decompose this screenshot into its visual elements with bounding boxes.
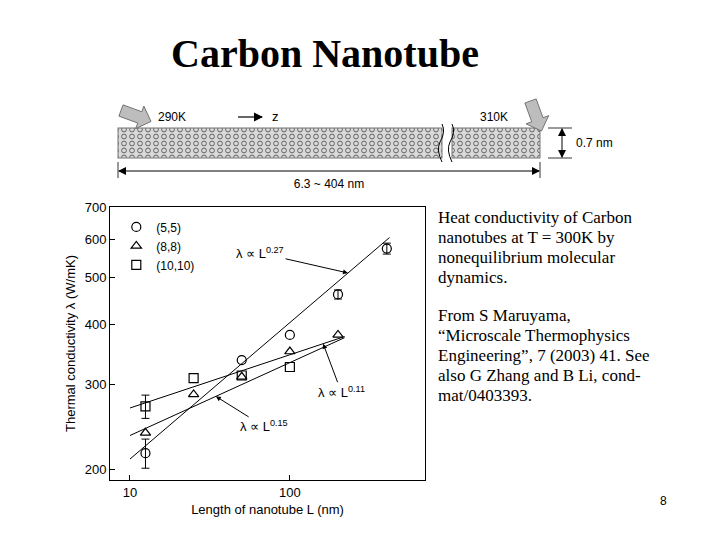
svg-text:200: 200 (85, 462, 107, 477)
html-text:From S Maruyama, “Microscale T: From S Maruyama, “Microscale Thermophysi… (438, 306, 650, 405)
svg-text:10: 10 (123, 485, 137, 500)
svg-text:300: 300 (85, 377, 107, 392)
svg-text:6.3 ~ 404 nm: 6.3 ~ 404 nm (294, 177, 364, 191)
svg-text:(8,8): (8,8) (156, 240, 181, 254)
html-text:Carbon Nanotube: Carbon Nanotube (171, 31, 479, 76)
svg-text:(10,10): (10,10) (156, 259, 194, 273)
html-text:8: 8 (660, 494, 667, 508)
svg-text:Length of nanotube L (nm): Length of nanotube L (nm) (191, 502, 344, 517)
svg-text:700: 700 (85, 200, 107, 215)
svg-text:(5,5): (5,5) (156, 221, 181, 235)
svg-text:z: z (272, 109, 279, 124)
svg-text:290K: 290K (158, 110, 186, 124)
svg-text:100: 100 (279, 485, 301, 500)
svg-text:λ ∝ L​0.15​: λ ∝ L​0.15​ (240, 418, 288, 434)
svg-text:600: 600 (85, 232, 107, 247)
svg-text:310K: 310K (480, 110, 508, 124)
svg-text:0.7 nm: 0.7 nm (576, 136, 613, 150)
svg-text:400: 400 (85, 317, 107, 332)
svg-text:Thermal conductivity λ (W/mK): Thermal conductivity λ (W/mK) (63, 255, 78, 432)
svg-text:λ ∝ L​0.27​: λ ∝ L​0.27​ (236, 245, 284, 261)
svg-text:λ ∝ L​0.11​: λ ∝ L​0.11​ (318, 384, 365, 400)
svg-text:500: 500 (85, 270, 107, 285)
html-text:Heat conductivity of Carbon na: Heat conductivity of Carbon nanotubes at… (438, 208, 632, 287)
